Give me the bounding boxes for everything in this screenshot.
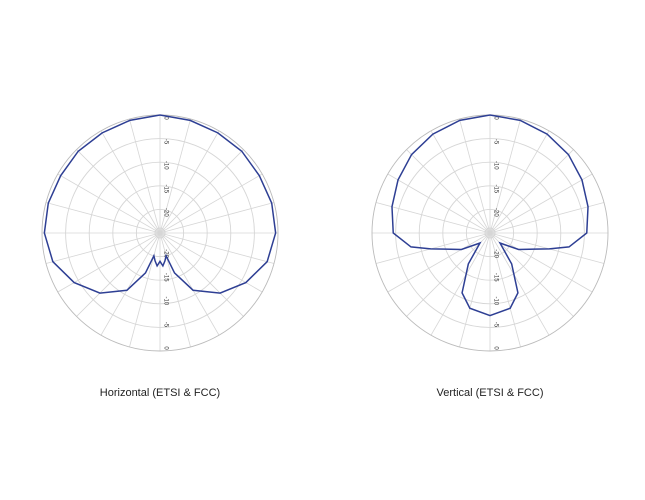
r-tick-label: -20 <box>492 208 498 217</box>
spoke <box>159 202 275 234</box>
spoke <box>406 232 491 317</box>
spoke <box>57 173 161 234</box>
spoke <box>129 118 161 234</box>
r-tick-label: -15 <box>492 273 498 282</box>
r-tick-label: -10 <box>492 161 498 170</box>
pattern-line <box>43 114 277 294</box>
spoke <box>45 232 161 264</box>
spoke <box>489 173 593 234</box>
r-tick-label: -5 <box>162 322 168 328</box>
spoke <box>459 118 491 234</box>
spoke <box>489 232 521 348</box>
spoke <box>489 232 593 293</box>
r-tick-label: -20 <box>162 208 168 217</box>
chart-title: Vertical (ETSI & FCC) <box>437 387 544 399</box>
spoke <box>100 232 161 336</box>
spoke <box>459 232 491 348</box>
spoke <box>387 173 491 234</box>
grid-ring <box>465 208 515 258</box>
spoke <box>159 232 191 348</box>
r-tick-label: 0 <box>492 346 498 350</box>
r-tick-label: -5 <box>162 139 168 145</box>
spoke <box>489 202 605 234</box>
spoke <box>406 149 491 234</box>
grid-ring <box>442 185 538 281</box>
r-tick-label: 0 <box>162 116 168 120</box>
spoke <box>129 232 161 348</box>
spoke <box>489 232 550 336</box>
spoke <box>76 232 161 317</box>
r-tick-label: -10 <box>162 296 168 305</box>
spoke <box>430 232 491 336</box>
r-tick-label: 0 <box>162 346 168 350</box>
spoke <box>159 232 220 336</box>
spoke <box>45 202 161 234</box>
chart-title: Horizontal (ETSI & FCC) <box>100 387 220 399</box>
inner-ring <box>154 227 166 239</box>
grid-ring <box>395 138 585 328</box>
spoke <box>159 149 244 234</box>
spoke <box>489 149 574 234</box>
r-tick-label: 0 <box>492 116 498 120</box>
spoke <box>375 202 491 234</box>
grid-ring <box>88 161 232 305</box>
r-tick-label: -15 <box>492 184 498 193</box>
inner-ring <box>484 227 496 239</box>
spoke <box>100 130 161 234</box>
spoke <box>159 232 263 293</box>
grid-ring <box>418 161 562 305</box>
spoke <box>76 149 161 234</box>
spoke <box>387 232 491 293</box>
spoke <box>57 232 161 293</box>
grid-ring <box>135 208 185 258</box>
r-tick-label: -20 <box>162 249 168 258</box>
spoke <box>159 130 220 234</box>
r-tick-label: -15 <box>162 273 168 282</box>
grid-ring <box>65 138 255 328</box>
spoke <box>159 173 263 234</box>
r-tick-label: -5 <box>492 322 498 328</box>
spoke <box>489 232 574 317</box>
pattern-line <box>391 114 589 317</box>
r-tick-label: -10 <box>162 161 168 170</box>
r-tick-label: -10 <box>492 296 498 305</box>
r-tick-label: -15 <box>162 184 168 193</box>
spoke <box>159 118 191 234</box>
spoke <box>489 118 521 234</box>
polar-chart: 0 0 -5 -5 -10 -10 -15 -15 -20 -20 Vertical (ETSI &… <box>371 114 609 399</box>
grid-ring <box>112 185 208 281</box>
spoke <box>489 130 550 234</box>
polar-chart: 0 0 -5 -5 -10 -10 -15 -15 -20 -20 Horizontal (ETSI… <box>41 114 279 399</box>
spoke <box>159 232 244 317</box>
r-tick-label: -20 <box>492 249 498 258</box>
r-tick-label: -5 <box>492 139 498 145</box>
spoke <box>430 130 491 234</box>
spoke <box>159 232 275 264</box>
